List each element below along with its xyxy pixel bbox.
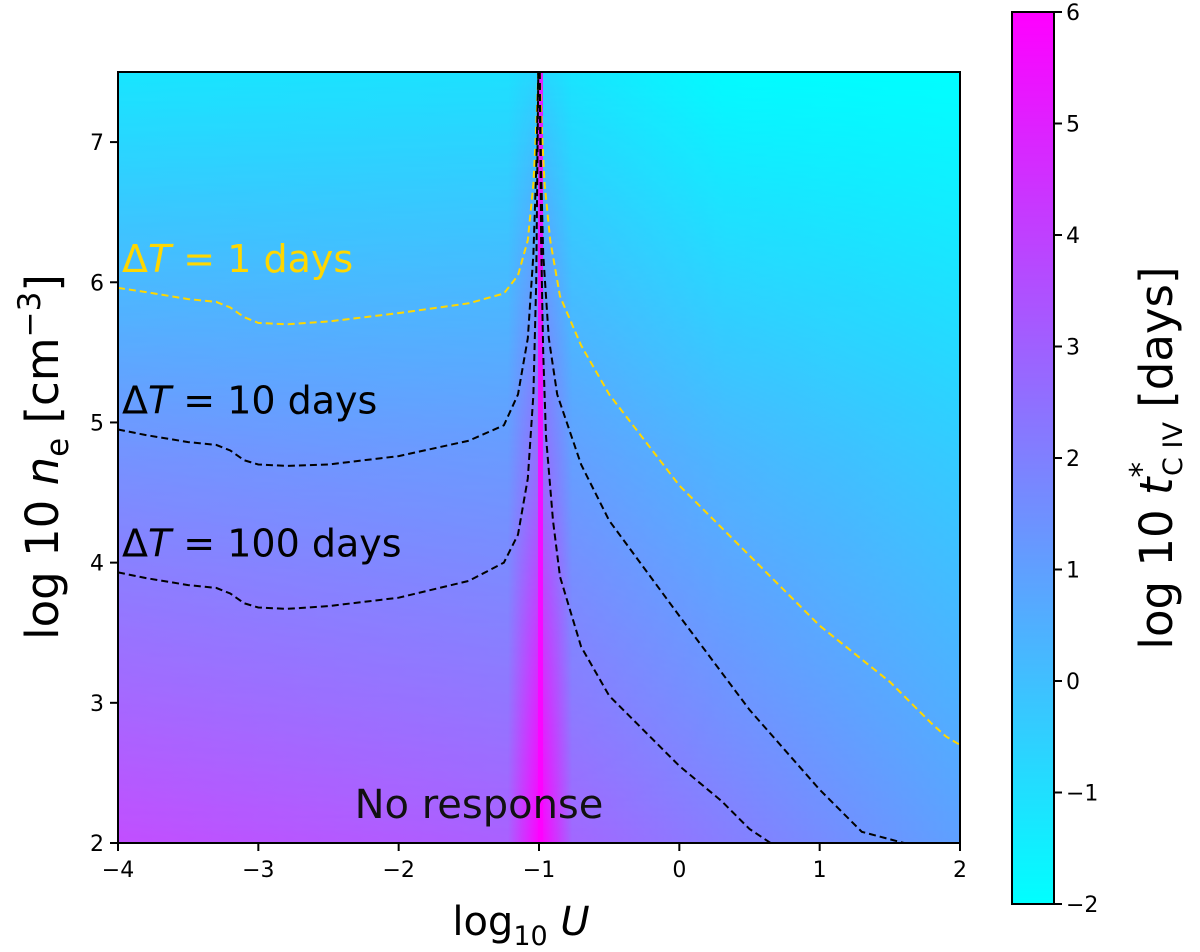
x-tick-label: 0 [672, 858, 686, 883]
contour-label-delta: Δ [122, 378, 148, 422]
contour-label-delta: Δ [122, 237, 148, 281]
y-axis-label: log 10 ne [cm−3] [12, 274, 76, 640]
colorbar-ticks: −2 −1 0 1 2 3 4 5 6 [1054, 1, 1098, 918]
contour-lines [118, 72, 960, 843]
x-label-sub: 10 [513, 921, 547, 952]
contour-1-days-right [538, 72, 960, 746]
contour-1-days-left [118, 72, 540, 326]
contour-1-days-label: ΔT = 1 days [122, 237, 353, 281]
cbar-label-sub: C IV [1158, 422, 1189, 476]
colorbar-tick-label: 3 [1066, 336, 1080, 361]
x-label-base: log [452, 899, 513, 945]
contour-10-days-label: ΔT = 10 days [122, 378, 377, 422]
contour-label-rest: = 100 days [171, 521, 401, 565]
y-label-close: ] [16, 274, 69, 292]
cbar-label-unit: [days] [1130, 266, 1183, 422]
y-label-sup: −3 [12, 292, 48, 338]
x-tick-label: −2 [382, 858, 414, 883]
y-tick-label: 3 [90, 692, 104, 717]
y-tick-label: 2 [90, 832, 104, 857]
cbar-label-sup: * [1124, 462, 1160, 478]
colorbar-tick-label: −1 [1066, 782, 1098, 807]
heatmap-spike-core [538, 72, 543, 843]
cbar-label-pre: log 10 [1130, 495, 1183, 649]
colorbar-tick-label: 4 [1066, 224, 1080, 249]
colorbar-label: log 10 t*C IV [days] [1124, 266, 1189, 649]
contour-10-days-right [538, 72, 905, 843]
contour-label-delta: Δ [122, 521, 148, 565]
colorbar-tick-label: 6 [1066, 1, 1080, 26]
y-tick-label: 7 [90, 131, 104, 156]
contour-label-var: T [148, 237, 174, 281]
contour-100-days-right [538, 72, 772, 843]
contour-10-days-left [118, 72, 540, 467]
contour-100-days-label: ΔT = 100 days [122, 521, 402, 565]
colorbar [1011, 11, 1055, 905]
x-label-space [548, 899, 561, 945]
y-label-unit: [cm [16, 337, 69, 437]
y-tick-label: 6 [90, 271, 104, 296]
contour-label-var: T [148, 378, 174, 422]
y-label-sub: e [40, 438, 76, 457]
x-tick-label: 1 [813, 858, 827, 883]
y-tick-label: 5 [90, 411, 104, 436]
x-tick-label: −1 [523, 858, 555, 883]
cbar-label-var: t [1130, 475, 1183, 495]
x-axis-ticks: −4 −3 −2 −1 0 1 2 [102, 843, 967, 883]
contour-label-var: T [148, 521, 174, 565]
x-tick-label: −4 [102, 858, 134, 883]
y-axis-ticks: 2 3 4 5 6 7 [90, 131, 118, 857]
colorbar-tick-label: 1 [1066, 559, 1080, 584]
x-tick-label: 2 [953, 858, 967, 883]
contour-100-days-left [118, 72, 540, 610]
contour-label-rest: = 10 days [171, 378, 377, 422]
x-axis-label: log10 U [452, 899, 589, 952]
heatmap [118, 72, 960, 843]
y-label-pre: log 10 [16, 485, 69, 639]
x-label-var: U [560, 899, 589, 945]
colorbar-tick-label: −2 [1066, 893, 1098, 918]
y-tick-label: 4 [90, 552, 104, 577]
colorbar-tick-label: 2 [1066, 447, 1080, 472]
y-label-var: n [16, 457, 69, 486]
colorbar-tick-label: 5 [1066, 113, 1080, 138]
contour-label-rest: = 1 days [171, 237, 353, 281]
x-tick-label: −3 [242, 858, 274, 883]
colorbar-tick-label: 0 [1066, 670, 1080, 695]
no-response-annotation: No response [355, 782, 604, 828]
